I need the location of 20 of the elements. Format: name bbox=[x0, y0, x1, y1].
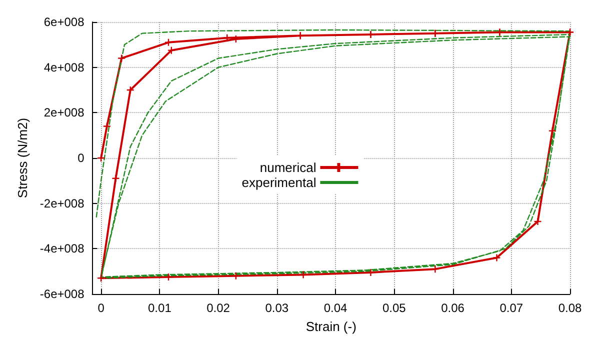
y-tick-label: 0 bbox=[78, 151, 85, 165]
y-tick-label: -2e+008 bbox=[40, 196, 85, 210]
x-tick-label: 0.08 bbox=[558, 301, 582, 315]
x-axis-title: Strain (-) bbox=[306, 319, 356, 334]
y-tick-label: 6e+008 bbox=[44, 15, 85, 29]
x-tick-label: 0.06 bbox=[441, 301, 465, 315]
y-tick-label: -6e+008 bbox=[40, 287, 85, 301]
y-tick-label: 2e+008 bbox=[44, 106, 85, 120]
x-tick-label: 0.05 bbox=[382, 301, 406, 315]
legend-label: experimental bbox=[242, 175, 316, 190]
y-axis-title: Stress (N/m2) bbox=[15, 118, 30, 198]
x-tick-label: 0.04 bbox=[324, 301, 348, 315]
y-tick-label: 4e+008 bbox=[44, 60, 85, 74]
legend-label: numerical bbox=[260, 160, 316, 175]
x-tick-label: 0.03 bbox=[265, 301, 289, 315]
x-tick-label: 0.01 bbox=[148, 301, 172, 315]
y-tick-label: -4e+008 bbox=[40, 242, 85, 256]
x-tick-label: 0 bbox=[98, 301, 105, 315]
x-tick-label: 0.07 bbox=[500, 301, 524, 315]
x-tick-label: 0.02 bbox=[206, 301, 230, 315]
